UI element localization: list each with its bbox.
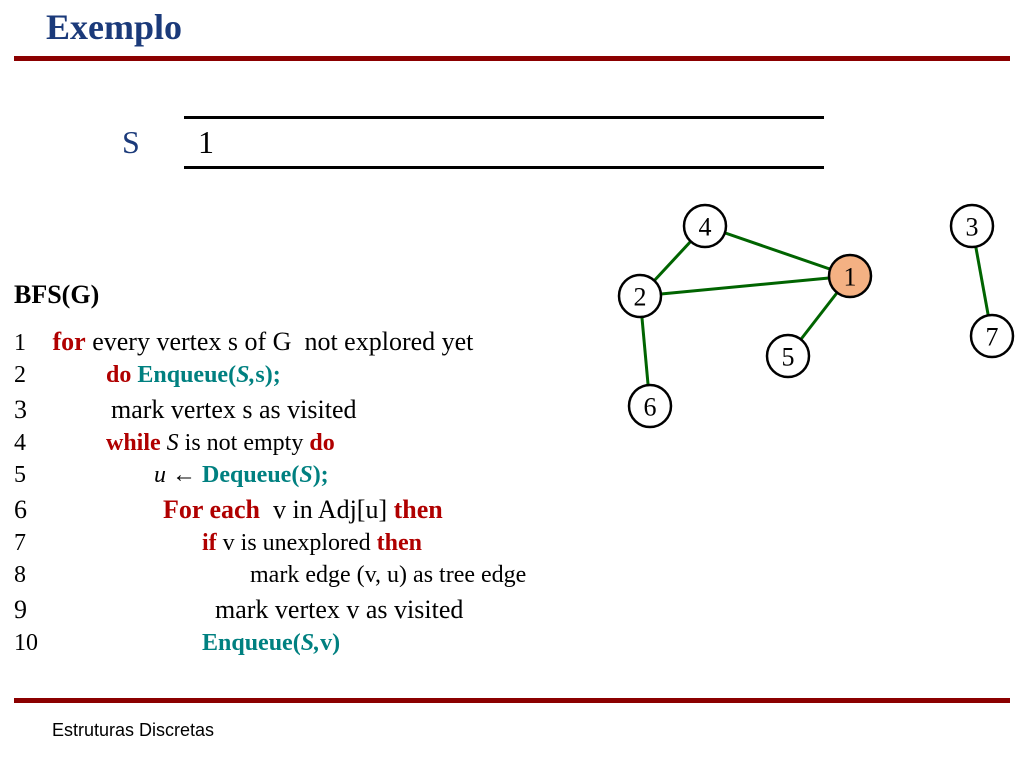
graph-node-label-7: 7 [986, 323, 999, 352]
code-line-3: 3 mark vertex s as visited [14, 392, 734, 427]
queue-area: S 1 [122, 108, 842, 178]
code-line-6: 6 For each v in Adj[u] then [14, 492, 734, 527]
footer-rule [14, 698, 1010, 703]
code-line-1: 1 for every vertex s of G not explored y… [14, 324, 734, 359]
code-line-4: 4 while S is not empty do [14, 427, 734, 459]
queue-bottom-border [184, 166, 824, 169]
code-line-8: 8 mark edge (v, u) as tree edge [14, 559, 734, 591]
code-line-7: 7 if v is unexplored then [14, 527, 734, 559]
code-line-2: 2 do Enqueue(S,s); [14, 359, 734, 391]
footer-text: Estruturas Discretas [52, 720, 214, 741]
queue-label: S [122, 124, 140, 161]
graph-node-label-4: 4 [699, 213, 712, 242]
code-line-5: 5 u ← Dequeue(S); [14, 459, 734, 491]
queue-value: 1 [198, 124, 214, 161]
title-rule [14, 56, 1010, 61]
slide-title: Exemplo [46, 6, 182, 48]
graph-edge [640, 276, 850, 296]
graph-node-label-3: 3 [966, 213, 979, 242]
bfs-heading: BFS(G) [14, 280, 99, 310]
pseudocode-block: 1 for every vertex s of G not explored y… [14, 324, 734, 659]
code-line-9: 9 mark vertex v as visited [14, 592, 734, 627]
code-line-10: 10 Enqueue(S,v) [14, 627, 734, 659]
graph-node-label-5: 5 [782, 343, 795, 372]
graph-edge [705, 226, 850, 276]
graph-node-label-2: 2 [634, 283, 647, 312]
queue-top-border [184, 116, 824, 119]
graph-node-label-1: 1 [844, 263, 857, 292]
